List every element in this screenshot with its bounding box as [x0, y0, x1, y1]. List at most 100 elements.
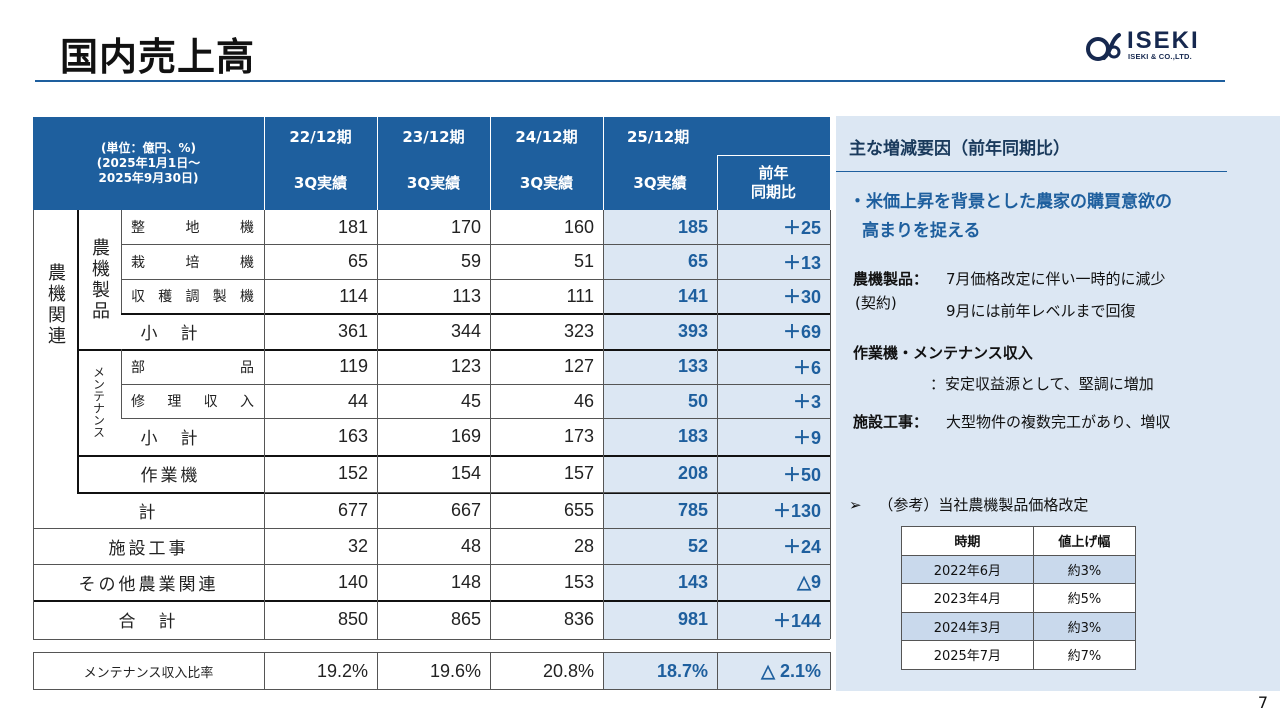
value-cell: 850 — [337, 609, 368, 629]
value-cell: 323 — [563, 320, 594, 341]
value-cell: 113 — [452, 285, 481, 306]
reference-title-text: （参考）当社農機製品価格改定 — [878, 496, 1089, 514]
grid-line — [264, 652, 265, 690]
row-label-char: 修 — [131, 394, 145, 410]
unit-note-header: (単位：億円、%) (2025年1月1日～ 2025年9月30日) — [33, 117, 264, 210]
value-cell: 148 — [450, 571, 481, 592]
page-number: 7 — [1257, 693, 1268, 712]
yoy-cell: ＋24 — [782, 537, 821, 557]
grid-line — [33, 528, 830, 529]
grid-line — [830, 652, 831, 690]
header-divider — [717, 155, 718, 210]
result-header: 3Q実績 — [264, 155, 377, 210]
grid-line — [121, 279, 830, 280]
row-label: 小 計 — [140, 429, 201, 449]
reference-title: ➢ （参考）当社農機製品価格改定 — [849, 494, 1088, 515]
value-cell: 127 — [563, 356, 594, 376]
grid-line — [717, 210, 718, 639]
unit-note-line: (2025年1月1日～ — [96, 156, 201, 170]
sales-table: (単位：億円、%) (2025年1月1日～ 2025年9月30日) 22/12期… — [33, 117, 831, 640]
value-cell: 50 — [687, 390, 708, 411]
value-cell: 51 — [573, 251, 594, 271]
value-cell: 785 — [677, 499, 708, 520]
company-logo: ISEKI ISEKI & CO.,LTD. — [1085, 27, 1225, 66]
value-cell: 208 — [677, 463, 708, 483]
row-label-char: 収 — [131, 289, 145, 305]
grid-line — [77, 455, 830, 457]
value-cell: 140 — [337, 571, 368, 592]
ratio-value-cell: 19.2% — [316, 660, 368, 681]
row-label: 栽培機 — [121, 244, 264, 279]
value-cell: 114 — [339, 285, 368, 306]
header-divider — [490, 117, 491, 210]
price-cell-rate: 約5% — [1032, 583, 1137, 613]
grid-line — [121, 313, 830, 315]
price-revision-table: 時期 値上げ幅 2022年6月 約3% 2023年4月 約5% 2024年3月 … — [901, 526, 1137, 670]
row-label: 作業機 — [140, 466, 201, 486]
price-cell-rate: 約7% — [1032, 640, 1137, 670]
grid-line — [490, 210, 491, 639]
value-cell: 32 — [347, 535, 368, 556]
grid-line — [77, 349, 121, 351]
value-cell: 45 — [460, 390, 481, 411]
value-cell: 152 — [337, 463, 368, 483]
yoy-cell: △9 — [797, 571, 821, 592]
row-label-char: 理 — [167, 394, 182, 410]
seihin-text: 7月価格改定に伴い一時的に減少 — [946, 270, 1166, 288]
row-label-char: 品 — [240, 359, 254, 376]
header-divider — [603, 117, 604, 210]
arrow-bullet-icon: ➢ — [849, 496, 862, 514]
ratio-value-cell: 20.8% — [542, 660, 594, 681]
value-cell: 655 — [563, 499, 594, 520]
value-cell: 183 — [677, 426, 708, 446]
value-cell: 153 — [563, 571, 594, 592]
period-header: 22/12期 — [264, 117, 377, 155]
logo-subtext: ISEKI & CO.,LTD. — [1128, 52, 1192, 61]
grid-line — [33, 639, 830, 640]
current-period-shade — [603, 210, 830, 639]
value-cell: 361 — [337, 320, 368, 341]
grid-line — [33, 689, 830, 690]
header-divider — [717, 155, 830, 156]
grid-line — [33, 652, 34, 690]
value-cell: 46 — [573, 390, 594, 411]
period-header: 23/12期 — [377, 117, 490, 155]
unit-note-line: 2025年9月30日) — [98, 171, 199, 185]
row-label: 計 — [138, 502, 159, 523]
grid-line — [490, 652, 491, 690]
grid-line — [264, 210, 265, 639]
maintenance-ratio-row: メンテナンス収入比率 19.2% 19.6% 20.8% 18.7% △ 2.1% — [33, 652, 831, 690]
value-cell: 48 — [460, 535, 481, 556]
yoy-cell: ＋50 — [782, 464, 821, 485]
value-cell: 119 — [339, 356, 368, 376]
panel-heading-rule — [836, 171, 1227, 172]
value-cell: 52 — [687, 535, 708, 556]
value-cell: 393 — [677, 320, 708, 341]
grid-line — [77, 210, 79, 492]
grid-line — [121, 418, 830, 419]
yoy-cell: ＋144 — [772, 610, 821, 631]
grid-line — [264, 492, 830, 493]
seihin-label: 農機製品： — [853, 270, 929, 288]
row-label-char: 機 — [240, 254, 254, 271]
main-point-line: 高まりを捉える — [862, 221, 981, 241]
price-cell-date: 2025年7月 — [901, 640, 1034, 670]
yoy-cell: ＋30 — [782, 287, 821, 307]
value-cell: 65 — [687, 251, 708, 271]
yoy-cell: ＋6 — [792, 357, 821, 378]
price-cell-date: 2022年6月 — [901, 554, 1034, 584]
row-label-char: 製 — [212, 289, 227, 305]
factors-panel: 主な増減要因（前年同期比） ・米価上昇を背景とした農家の購買意欲の 高まりを捉え… — [836, 116, 1280, 691]
value-cell: 160 — [563, 216, 594, 237]
seihin-text: 9月には前年レベルまで回復 — [946, 302, 1136, 320]
row-label-char: 穫 — [158, 289, 173, 305]
grid-line — [33, 652, 830, 653]
grid-line — [33, 210, 34, 639]
group-label-seihin: 農機製品 — [89, 237, 110, 322]
shisetsu-label: 施設工事： — [853, 413, 929, 431]
value-cell: 141 — [677, 285, 708, 306]
row-label: 部品 — [121, 349, 264, 384]
group-label-nouki: 農機関連 — [45, 263, 66, 347]
sagyo-label: 作業機・メンテナンス収入 — [853, 344, 1033, 362]
logo-wordmark: ISEKI — [1127, 27, 1200, 54]
